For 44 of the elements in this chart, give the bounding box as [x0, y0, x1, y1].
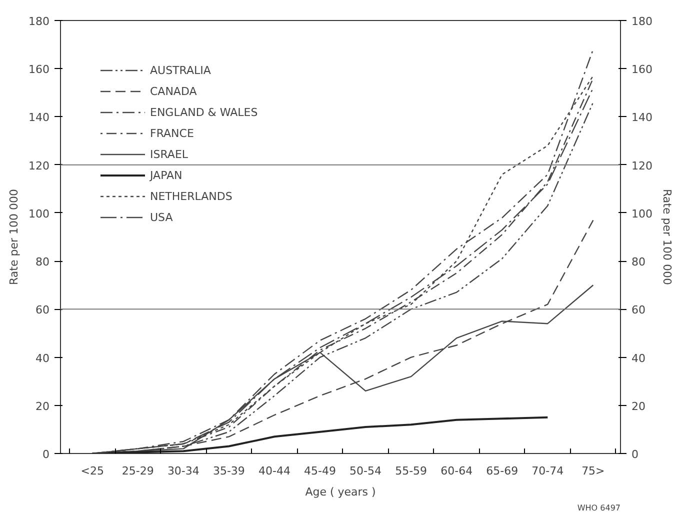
y-tick-label: 0 [42, 448, 50, 461]
y2-tick-label: 20 [632, 400, 646, 413]
legend-label: ISRAEL [150, 148, 188, 160]
y-tick-label: 140 [28, 111, 50, 124]
x-tick-label: <25 [80, 464, 104, 478]
x-tick-label: 65-69 [486, 464, 518, 478]
y-axis-title: Rate per 100 000 [8, 189, 21, 285]
y2-tick-label: 120 [632, 159, 652, 172]
y-tick-label: 160 [28, 63, 50, 76]
y2-tick-label: 160 [632, 63, 652, 76]
y-tick-label: 120 [28, 159, 50, 172]
y-tick-label: 20 [36, 400, 50, 413]
x-tick-label: 55-59 [395, 464, 428, 478]
legend-label: AUSTRALIA [150, 64, 211, 76]
y-tick-label: 100 [28, 207, 50, 220]
y-tick-label: 180 [28, 15, 50, 28]
x-tick-label: 50-54 [350, 464, 382, 478]
y2-tick-label: 140 [632, 111, 652, 124]
x-tick-label: 35-39 [212, 464, 245, 478]
legend-label: CANADA [150, 84, 197, 98]
text: WHO 6497 [577, 504, 620, 512]
legend-label: NETHERLANDS [150, 190, 232, 202]
x-tick-label: 70-74 [532, 464, 564, 478]
x-tick-label: 75> [582, 464, 605, 478]
y-tick-label: 40 [36, 352, 50, 365]
y2-tick-label: 40 [632, 352, 646, 365]
x-axis-title: Age ( years ) [305, 486, 376, 498]
y2-tick-label: 100 [632, 207, 652, 220]
y2-axis-title: Rate per 100 000 [660, 189, 674, 285]
legend-label: ENGLAND & WALES [150, 106, 258, 118]
x-tick-label: 45-49 [304, 464, 336, 478]
legend-label: FRANCE [150, 126, 194, 140]
x-tick-label: 40-44 [258, 464, 290, 478]
y2-tick-label: 180 [632, 15, 652, 28]
legend-label: USA [150, 210, 173, 224]
y-tick-label: 60 [36, 304, 50, 317]
x-tick-label: 25-29 [122, 464, 154, 478]
x-tick-label: 30-34 [167, 464, 200, 478]
y2-tick-label: 60 [632, 304, 646, 317]
y2-tick-label: 0 [632, 448, 638, 461]
x-tick-label: 60-64 [440, 464, 473, 478]
y-tick-label: 80 [36, 256, 50, 269]
y2-tick-label: 80 [632, 256, 646, 269]
legend-label: JAPAN [150, 168, 182, 182]
